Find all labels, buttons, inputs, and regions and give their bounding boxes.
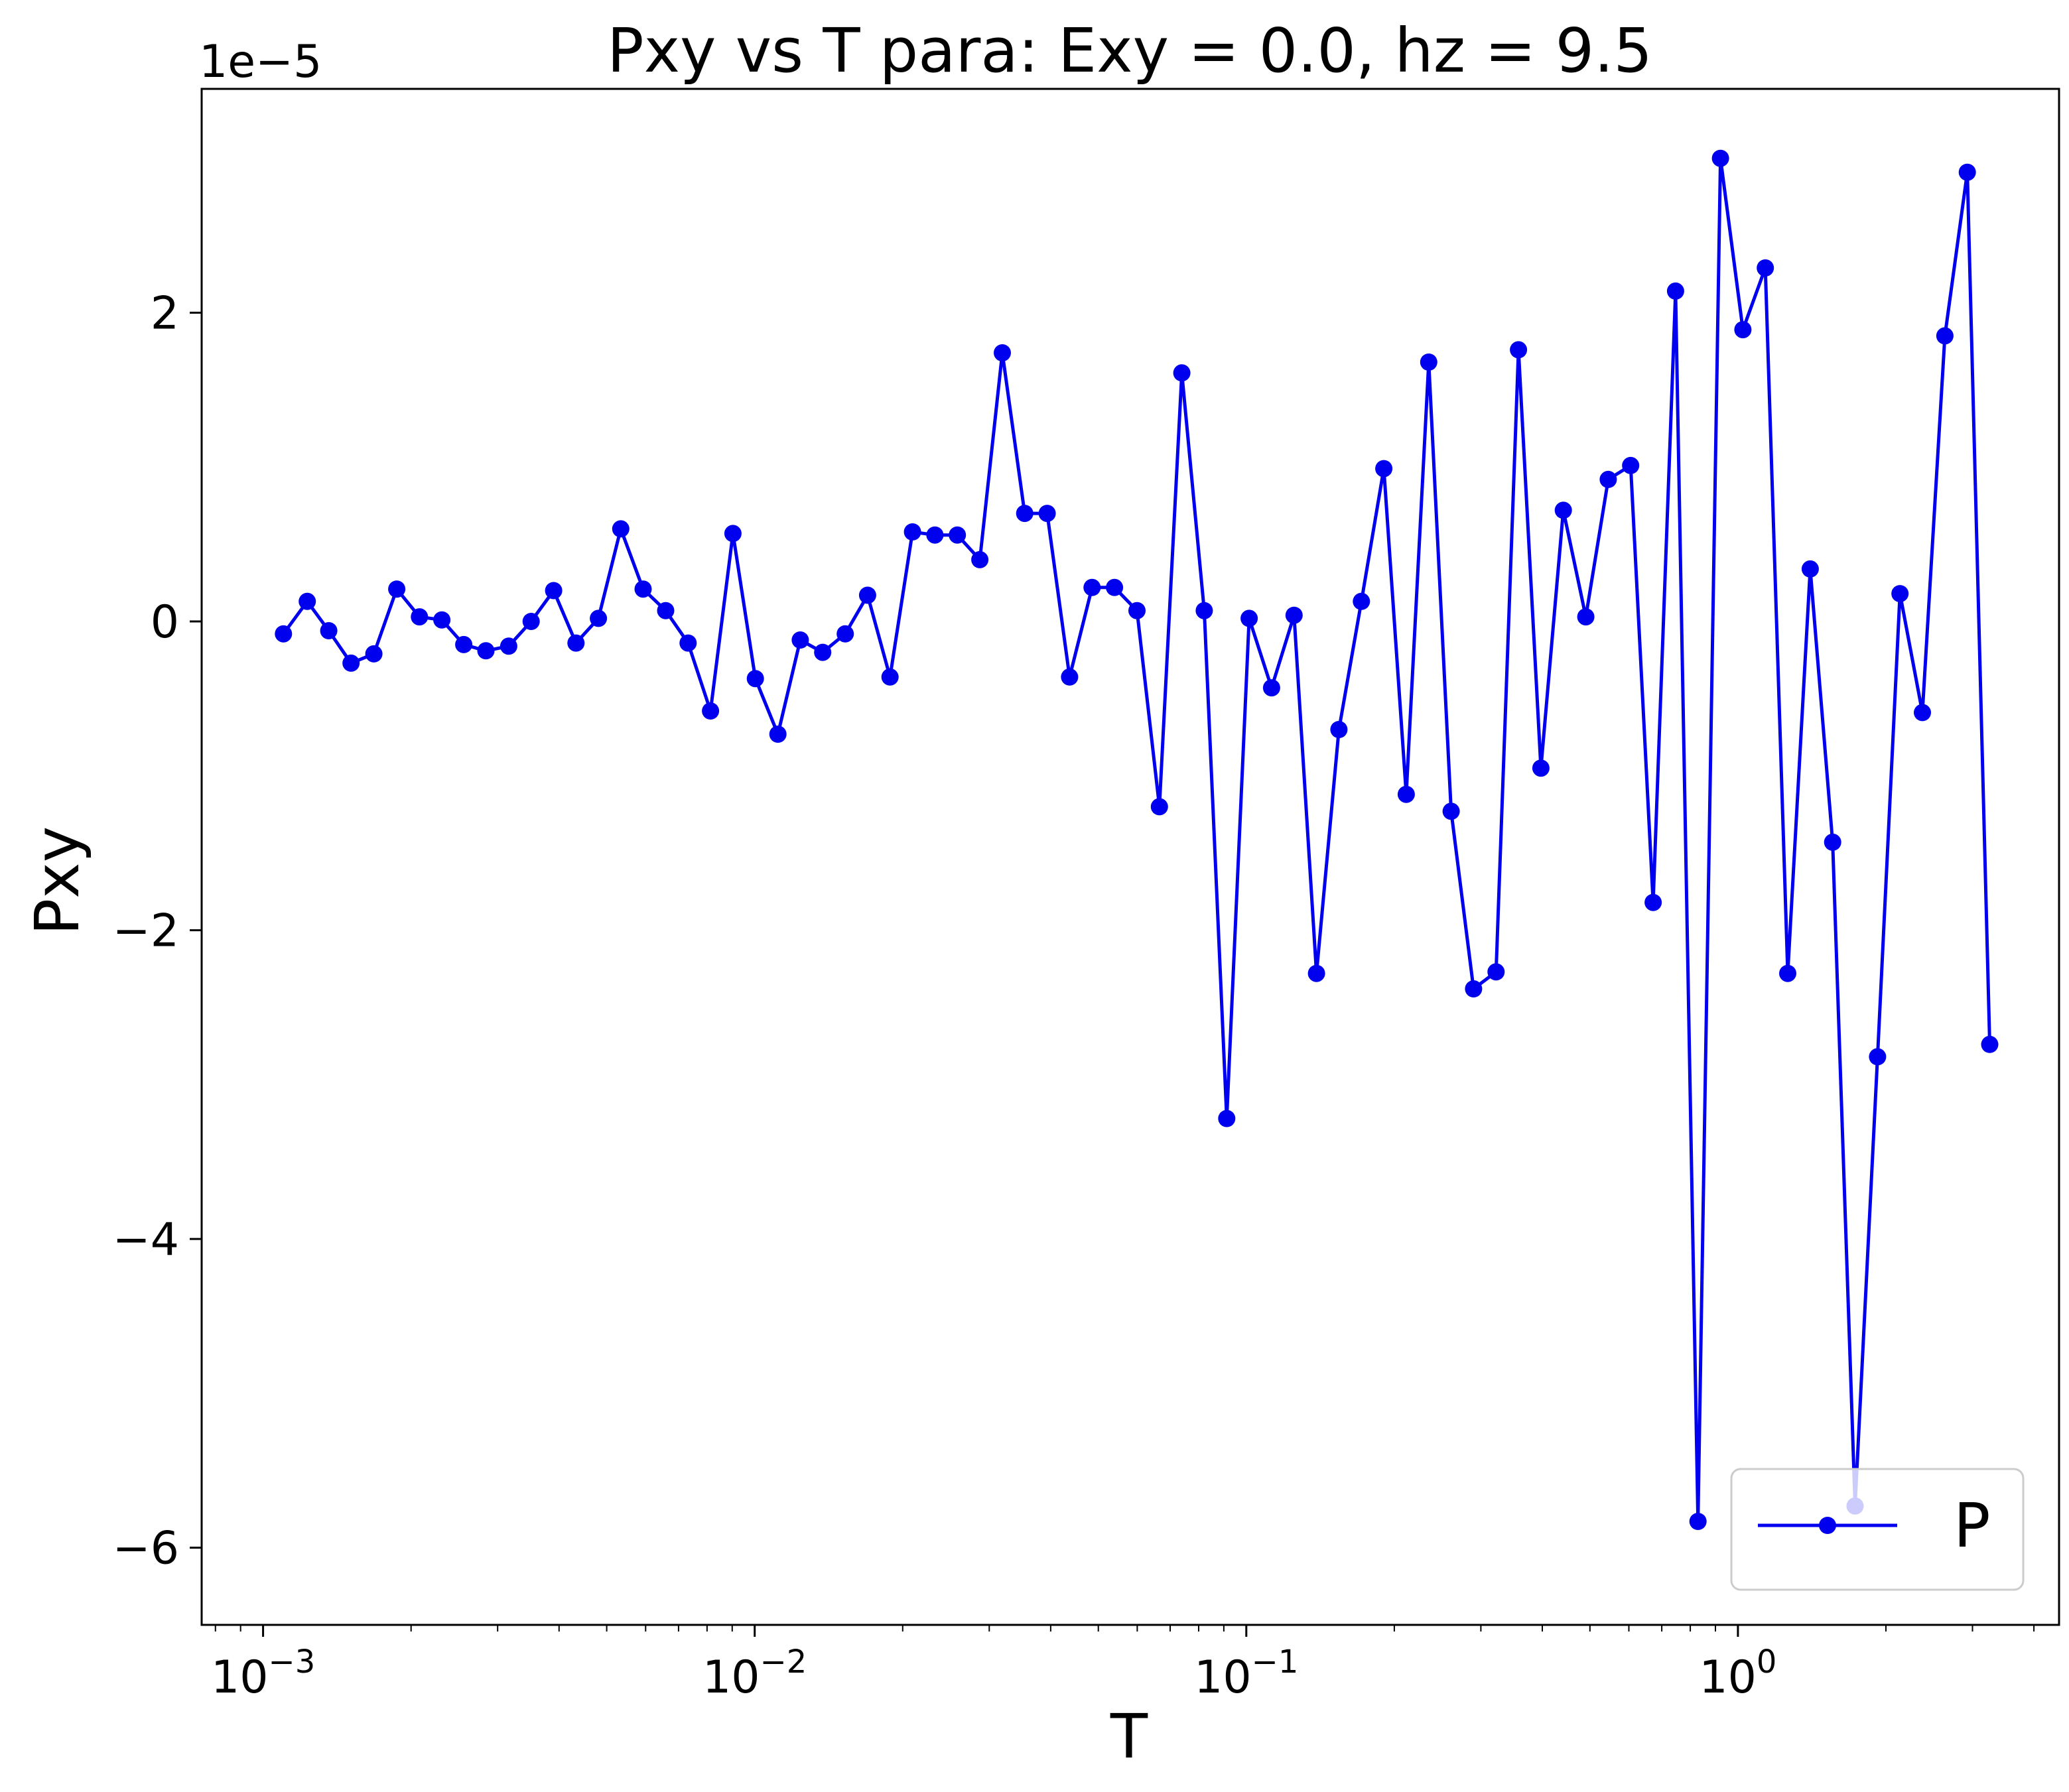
data-point: [746, 670, 764, 688]
data-point: [634, 580, 652, 598]
data-point: [1689, 1513, 1707, 1530]
data-point: [365, 645, 383, 663]
data-point: [1375, 460, 1393, 478]
y-tick-label: 2: [151, 288, 179, 340]
legend: P: [1730, 1468, 2025, 1591]
data-point: [1532, 759, 1550, 777]
x-tick-label: 10−1: [1194, 1643, 1298, 1704]
data-point: [1262, 679, 1280, 697]
data-point: [949, 526, 967, 544]
data-point: [994, 344, 1011, 361]
data-point: [1711, 149, 1729, 167]
x-tick-label: 10−2: [702, 1643, 807, 1704]
data-point: [1801, 560, 1819, 578]
data-point: [1487, 963, 1505, 981]
data-point: [1038, 505, 1056, 523]
y-offset-label: 1e−5: [199, 36, 322, 88]
data-point: [1891, 585, 1909, 603]
data-point: [1510, 341, 1528, 359]
data-point: [612, 520, 630, 538]
data-point: [1465, 980, 1483, 997]
data-point: [545, 582, 563, 600]
legend-marker-swatch: [1819, 1517, 1836, 1534]
data-point: [1195, 602, 1213, 619]
data-point: [1016, 505, 1034, 523]
data-point: [1958, 163, 1976, 181]
data-marks: [275, 149, 1999, 1530]
data-point: [836, 625, 854, 643]
data-point: [299, 592, 316, 610]
x-axis-label: T: [1110, 1701, 1148, 1772]
data-point: [814, 643, 832, 661]
x-tick-label: 10−3: [211, 1643, 315, 1704]
data-point: [1285, 606, 1303, 624]
data-point: [1666, 282, 1684, 300]
data-point: [1083, 578, 1101, 596]
data-point: [903, 523, 921, 541]
data-point: [1240, 609, 1258, 627]
data-point: [1173, 364, 1191, 382]
y-tick-label: −6: [113, 1523, 179, 1575]
x-tick-label: 100: [1699, 1643, 1776, 1704]
data-point: [477, 642, 495, 660]
data-point: [1330, 721, 1348, 738]
data-point: [1734, 321, 1752, 339]
data-point: [1307, 964, 1325, 982]
data-point: [1128, 602, 1146, 619]
data-point: [1150, 798, 1168, 816]
data-point: [724, 525, 742, 543]
legend-box: [1730, 1468, 2025, 1591]
y-axis-label: Pxy: [22, 826, 93, 935]
data-point: [1420, 353, 1437, 371]
data-point: [1757, 259, 1774, 277]
data-point: [1914, 704, 1931, 722]
data-point: [411, 608, 429, 626]
data-point: [1353, 592, 1370, 610]
y-tick-label: −4: [113, 1214, 179, 1266]
data-point: [769, 726, 787, 743]
data-point: [1644, 893, 1662, 911]
data-point: [1824, 833, 1841, 851]
data-point: [1397, 785, 1415, 803]
data-point: [500, 637, 517, 655]
axis-ticks: 10−3 10−2 10−1 100 −6 −4 −2 0 2: [113, 288, 2035, 1704]
data-point: [1061, 668, 1079, 686]
data-point: [1577, 608, 1595, 626]
data-point: [1554, 501, 1572, 519]
legend-label: P: [1954, 1490, 1990, 1561]
data-point: [858, 586, 876, 604]
data-point: [433, 611, 451, 629]
data-point: [791, 631, 809, 649]
y-tick-label: −2: [113, 905, 179, 958]
data-point: [1622, 456, 1640, 474]
data-point: [522, 613, 540, 630]
plot-frame: [200, 88, 2060, 1626]
data-point: [1218, 1110, 1236, 1127]
data-point: [590, 609, 608, 627]
data-point: [275, 625, 293, 643]
data-point: [1981, 1035, 1999, 1053]
data-point: [657, 602, 675, 619]
data-point: [342, 654, 360, 672]
y-tick-label: 0: [151, 596, 179, 649]
data-point: [926, 526, 944, 544]
data-point: [567, 634, 585, 652]
data-point: [1442, 802, 1460, 820]
data-point: [881, 668, 899, 686]
data-point: [702, 702, 720, 720]
data-point: [971, 550, 989, 568]
data-point: [1869, 1048, 1887, 1066]
data-point: [1106, 578, 1124, 596]
data-point: [388, 580, 406, 598]
data-point: [1599, 470, 1617, 488]
data-point: [455, 635, 473, 653]
data-point: [679, 634, 697, 652]
data-point: [1936, 327, 1954, 345]
chart-title: Pxy vs T para: Exy = 0.0, hz = 9.5: [607, 15, 1652, 86]
data-point: [1779, 964, 1796, 982]
data-point: [320, 622, 338, 639]
